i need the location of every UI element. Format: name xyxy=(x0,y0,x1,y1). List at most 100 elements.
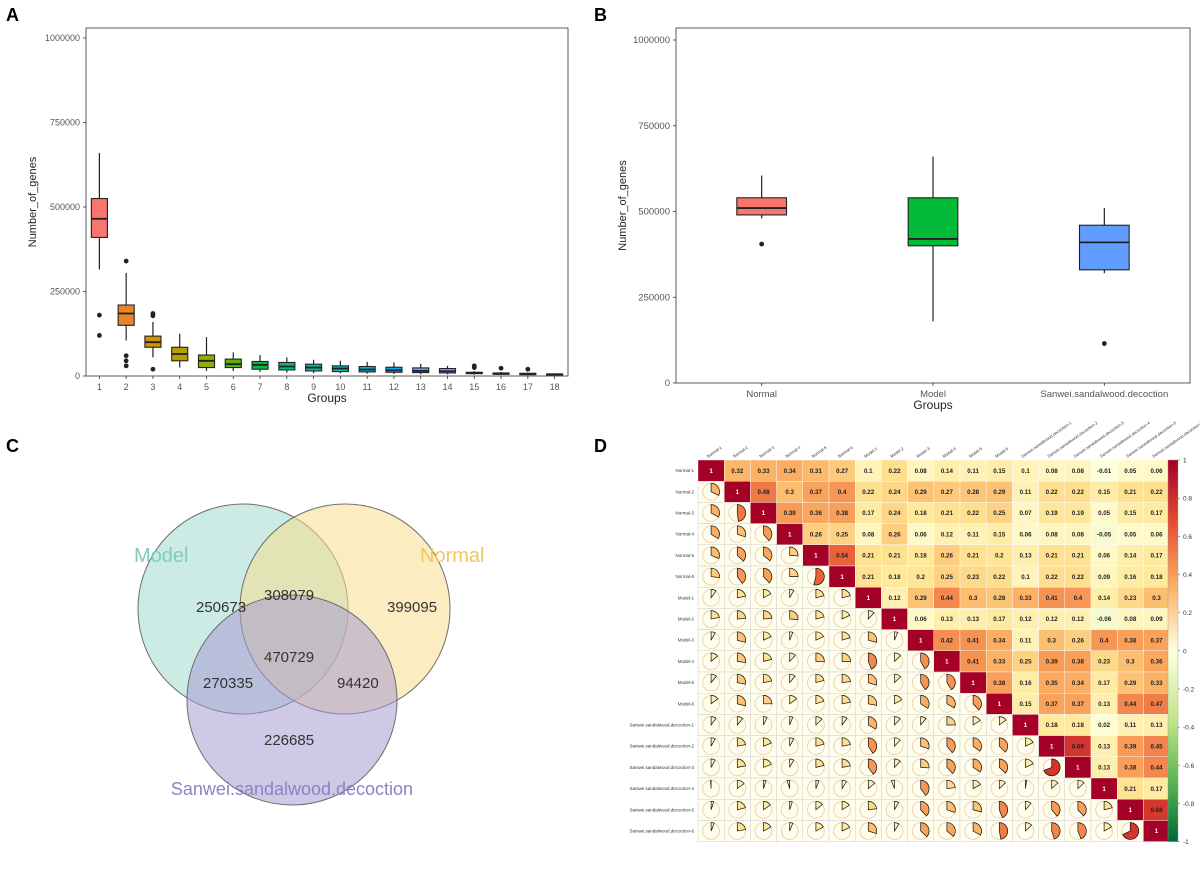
x-tick-label: 11 xyxy=(362,382,371,392)
x-tick-label: 7 xyxy=(258,382,263,392)
venn-count-model-only: 250673 xyxy=(196,599,246,616)
corr-value: 0.3 xyxy=(1152,595,1161,602)
corr-pie-slice xyxy=(920,695,930,709)
corr-value: 0.54 xyxy=(836,553,849,560)
x-axis-title: Groups xyxy=(913,398,952,412)
corr-value: 0.24 xyxy=(888,489,901,496)
x-tick-label: 6 xyxy=(231,382,236,392)
corr-pie-slice xyxy=(946,673,956,691)
venn-count-model-sanwei: 270335 xyxy=(203,675,253,692)
corr-value: 0.06 xyxy=(1150,531,1163,538)
corr-pie-slice xyxy=(920,716,927,726)
corr-pie-slice xyxy=(763,695,773,705)
corr-value: 0.06 xyxy=(1019,531,1032,538)
corr-value: 0.17 xyxy=(1150,510,1163,517)
corr-pie-slice xyxy=(841,737,851,747)
corr-value: 0.08 xyxy=(862,531,875,538)
corr-pie-slice xyxy=(789,822,794,832)
corr-value: 0.22 xyxy=(888,468,901,475)
panel-letter-c: C xyxy=(6,436,19,456)
corr-value: 0.38 xyxy=(836,510,849,517)
corr-pie-slice xyxy=(867,610,875,620)
box-1 xyxy=(90,152,108,338)
corr-value: 0.05 xyxy=(1124,531,1137,538)
venn-count-model-normal: 308079 xyxy=(264,587,314,604)
corr-value: 0.26 xyxy=(888,531,901,538)
corr-pie-slice xyxy=(710,652,719,663)
row-label: Sanwei.sandalwood.decoction-2 xyxy=(629,744,694,749)
corr-pie-slice xyxy=(736,610,747,620)
outlier-point xyxy=(150,313,156,319)
corr-pie-slice xyxy=(763,758,772,768)
venn-set-label-sanwei: Sanwei.sandalwood.decoction xyxy=(171,779,413,799)
corr-value: 0.68 xyxy=(1150,807,1163,814)
corr-pie-slice xyxy=(972,758,982,773)
corr-value: 0.36 xyxy=(810,510,823,517)
corr-value: 0.2 xyxy=(916,574,925,581)
corr-value: 0.34 xyxy=(993,637,1006,644)
col-label: Sanwei.sandalwood.decoction-1 xyxy=(1020,420,1073,459)
corr-pie-slice xyxy=(894,801,900,810)
corr-value: 1 xyxy=(919,637,923,644)
corr-value: 0.17 xyxy=(993,616,1006,623)
corr-pie-slice xyxy=(789,567,799,577)
corr-pie-slice xyxy=(972,695,982,711)
panel-letter-b: B xyxy=(594,5,607,25)
corr-pie-slice xyxy=(763,546,773,562)
corr-value: 0.02 xyxy=(1098,722,1111,729)
corr-value: 0.29 xyxy=(915,595,928,602)
outlier-point xyxy=(525,366,531,372)
corr-value: 0.33 xyxy=(993,659,1006,666)
x-tick-label: 17 xyxy=(523,382,533,392)
row-label: Sanwei.sandalwood.decoction-4 xyxy=(629,786,694,791)
corr-value: 0.36 xyxy=(1150,659,1163,666)
corr-value: 0.11 xyxy=(967,531,979,538)
corr-pie-slice xyxy=(815,801,823,811)
box-2 xyxy=(117,258,135,369)
colorbar-tick-label: -1 xyxy=(1183,839,1189,846)
colorbar-tick-label: -0.4 xyxy=(1183,725,1195,732)
x-tick-label: 10 xyxy=(335,382,345,392)
corr-pie-slice xyxy=(920,758,930,769)
corr-value: 0.05 xyxy=(1098,510,1111,517)
corr-value: 0.13 xyxy=(1098,701,1111,708)
corr-value: 0.18 xyxy=(1046,722,1059,729)
corr-pie-slice xyxy=(998,822,1009,840)
corr-value: 0.09 xyxy=(1150,616,1163,623)
corr-value: 0.06 xyxy=(1098,553,1111,560)
corr-value: 0.37 xyxy=(1046,701,1059,708)
corr-pie-slice xyxy=(736,716,744,726)
corr-pie-slice xyxy=(815,652,825,663)
corr-pie-slice xyxy=(946,779,956,789)
col-label: Sanwei.sandalwood.decoction-4 xyxy=(1099,420,1152,459)
y-tick-label: 750000 xyxy=(638,121,670,132)
corr-pie-slice xyxy=(710,673,717,684)
panel-letter-a: A xyxy=(6,5,19,25)
row-label: Normal-1 xyxy=(675,468,694,473)
corr-value: 0.17 xyxy=(862,510,875,517)
corr-value: 0.35 xyxy=(1046,680,1059,687)
corr-pie-slice xyxy=(710,758,716,768)
outlier-point xyxy=(498,365,504,371)
venn-set-label-normal: Normal xyxy=(420,545,484,567)
box-15 xyxy=(465,363,483,375)
y-tick-label: 0 xyxy=(665,378,670,389)
row-label: Sanwei.sandalwood.decoction-6 xyxy=(629,829,694,834)
corr-pie-slice xyxy=(789,737,795,747)
corr-pie-slice xyxy=(1077,822,1087,840)
box-11 xyxy=(358,361,376,374)
row-label: Normal-6 xyxy=(675,574,694,579)
outlier-point xyxy=(759,241,765,247)
corr-value: 0.44 xyxy=(1150,765,1163,772)
corr-pie-slice xyxy=(1025,737,1034,747)
corr-value: 0.06 xyxy=(915,616,928,623)
y-axis-title: Number_of_genes xyxy=(617,160,629,251)
corr-value: 0.22 xyxy=(993,574,1006,581)
row-label: Sanwei.sandalwood.decoction-3 xyxy=(629,765,694,770)
corr-pie-slice xyxy=(763,716,768,726)
x-tick-label: 12 xyxy=(389,382,399,392)
corr-pie-slice xyxy=(867,758,878,775)
corr-pie-slice xyxy=(815,758,825,768)
corr-value: 0.07 xyxy=(1019,510,1032,517)
